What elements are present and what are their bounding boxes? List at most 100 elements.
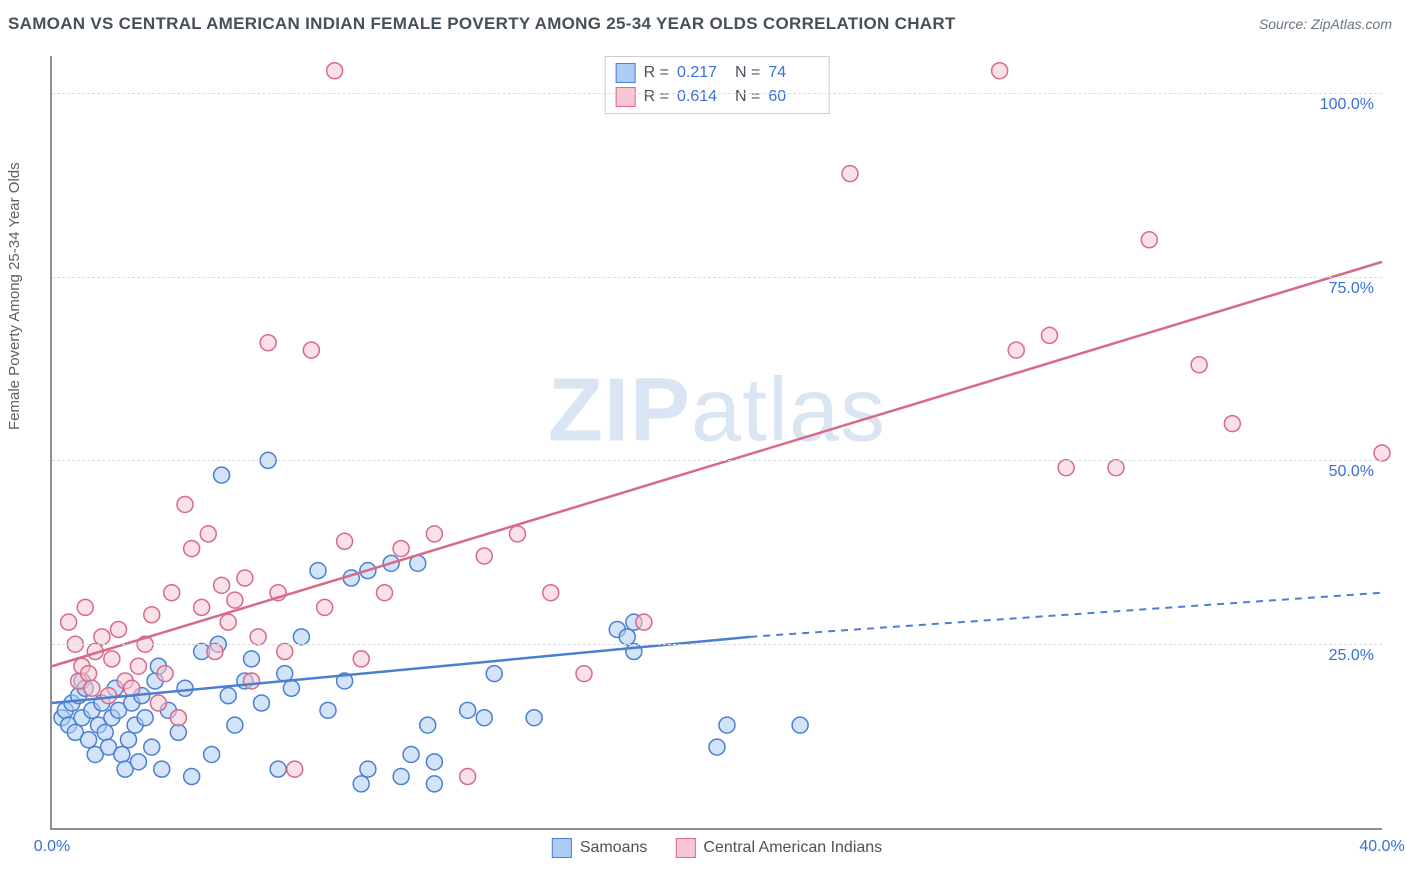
data-point (476, 548, 492, 564)
data-point (214, 467, 230, 483)
data-point (526, 710, 542, 726)
data-point (303, 342, 319, 358)
legend-row-cai: R = 0.614 N = 60 (616, 85, 819, 109)
x-tick-label: 40.0% (1359, 838, 1404, 856)
data-point (207, 644, 223, 660)
legend-item-cai: Central American Indians (675, 838, 882, 858)
data-point (393, 541, 409, 557)
data-point (237, 570, 253, 586)
data-point (709, 739, 725, 755)
data-point (97, 724, 113, 740)
correlation-legend: R = 0.217 N = 74 R = 0.614 N = 60 (605, 56, 830, 114)
data-point (260, 335, 276, 351)
y-tick-label: 100.0% (1320, 96, 1374, 114)
data-point (170, 710, 186, 726)
series-legend: Samoans Central American Indians (552, 838, 882, 858)
swatch-samoans (616, 63, 636, 83)
data-point (111, 621, 127, 637)
data-point (576, 666, 592, 682)
data-point (426, 754, 442, 770)
data-point (144, 739, 160, 755)
data-point (154, 761, 170, 777)
swatch-samoans-icon (552, 838, 572, 858)
data-point (320, 702, 336, 718)
data-point (244, 673, 260, 689)
data-point (420, 717, 436, 733)
data-point (101, 688, 117, 704)
data-point (1008, 342, 1024, 358)
gridline (52, 644, 1382, 645)
data-point (227, 717, 243, 733)
data-point (1191, 357, 1207, 373)
swatch-cai (616, 87, 636, 107)
data-point (353, 776, 369, 792)
data-point (270, 761, 286, 777)
data-point (137, 710, 153, 726)
data-point (150, 695, 166, 711)
data-point (77, 599, 93, 615)
data-point (543, 585, 559, 601)
data-point (460, 769, 476, 785)
data-point (250, 629, 266, 645)
gridline (52, 460, 1382, 461)
data-point (177, 680, 193, 696)
data-point (377, 585, 393, 601)
data-point (636, 614, 652, 630)
chart-title: SAMOAN VS CENTRAL AMERICAN INDIAN FEMALE… (8, 14, 956, 34)
y-axis-label: Female Poverty Among 25-34 Year Olds (6, 162, 23, 430)
data-point (120, 732, 136, 748)
data-point (486, 666, 502, 682)
data-point (992, 63, 1008, 79)
x-tick-label: 0.0% (34, 838, 70, 856)
gridline (52, 93, 1382, 94)
data-point (244, 651, 260, 667)
data-point (94, 629, 110, 645)
data-point (220, 688, 236, 704)
swatch-cai-icon (675, 838, 695, 858)
data-point (130, 658, 146, 674)
data-point (460, 702, 476, 718)
data-point (403, 746, 419, 762)
data-point (81, 666, 97, 682)
data-point (177, 496, 193, 512)
data-point (200, 526, 216, 542)
data-point (719, 717, 735, 733)
scatter-svg (52, 56, 1382, 828)
data-point (164, 585, 180, 601)
data-point (510, 526, 526, 542)
data-point (144, 607, 160, 623)
data-point (220, 614, 236, 630)
data-point (283, 680, 299, 696)
data-point (360, 761, 376, 777)
data-point (184, 541, 200, 557)
data-point (287, 761, 303, 777)
data-point (81, 732, 97, 748)
data-point (426, 526, 442, 542)
data-point (104, 651, 120, 667)
y-tick-label: 25.0% (1329, 647, 1374, 665)
y-tick-label: 50.0% (1329, 463, 1374, 481)
data-point (1141, 232, 1157, 248)
data-point (253, 695, 269, 711)
data-point (310, 563, 326, 579)
legend-row-samoans: R = 0.217 N = 74 (616, 61, 819, 85)
source-attribution: Source: ZipAtlas.com (1259, 16, 1392, 32)
data-point (84, 680, 100, 696)
data-point (626, 644, 642, 660)
data-point (1058, 460, 1074, 476)
data-point (1108, 460, 1124, 476)
data-point (1374, 445, 1390, 461)
data-point (277, 644, 293, 660)
data-point (184, 769, 200, 785)
data-point (317, 599, 333, 615)
data-point (619, 629, 635, 645)
data-point (130, 754, 146, 770)
data-point (170, 724, 186, 740)
gridline (52, 277, 1382, 278)
data-point (194, 599, 210, 615)
data-point (293, 629, 309, 645)
data-point (61, 614, 77, 630)
data-point (214, 577, 230, 593)
data-point (842, 166, 858, 182)
data-point (157, 666, 173, 682)
